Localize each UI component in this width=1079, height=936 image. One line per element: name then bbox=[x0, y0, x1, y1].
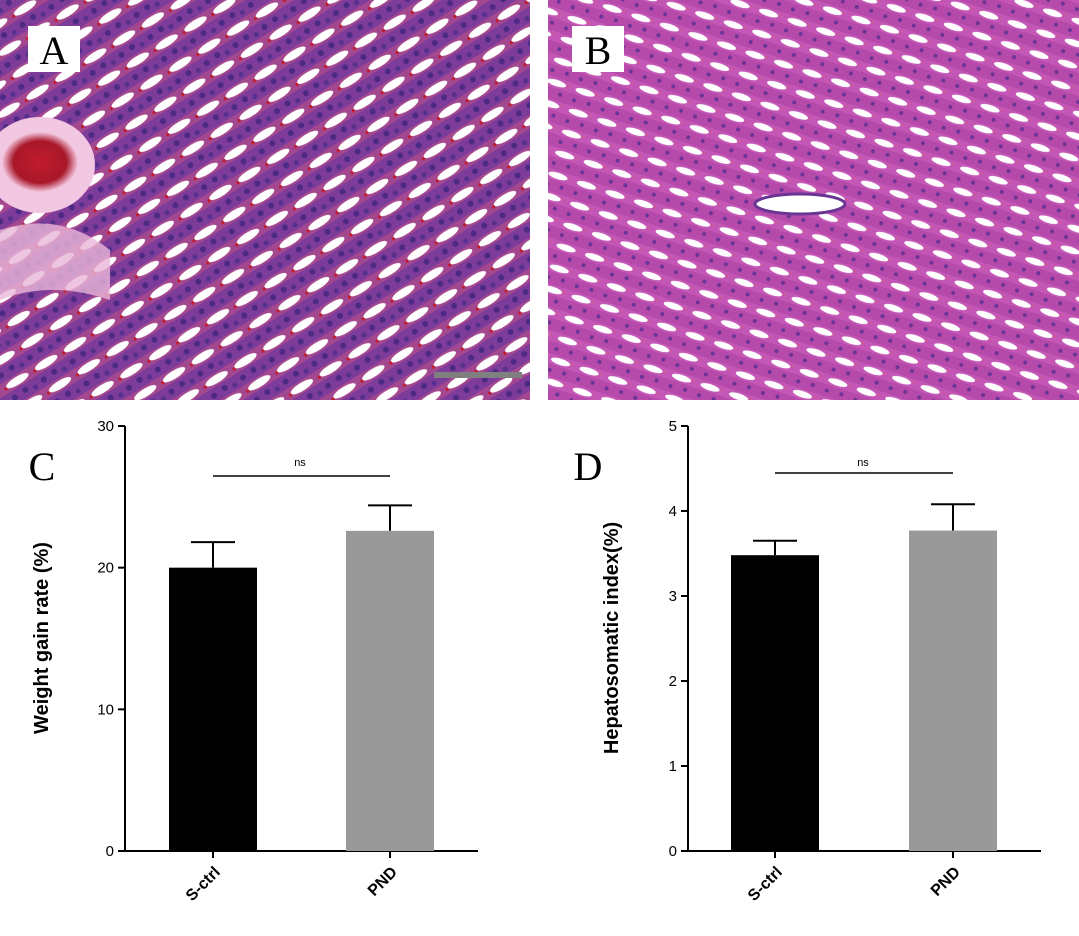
y-tick-label: 2 bbox=[669, 673, 677, 690]
chart-bars bbox=[731, 503, 997, 851]
x-tick-label: PND bbox=[928, 864, 964, 900]
y-tick-label: 30 bbox=[97, 418, 114, 435]
chart-bars bbox=[169, 504, 434, 851]
y-tick-label: 0 bbox=[106, 843, 114, 860]
bar-pnd bbox=[346, 530, 434, 851]
bar-s-ctrl bbox=[731, 555, 819, 851]
panel-c-letter: C bbox=[29, 444, 56, 489]
panel-a-label-box bbox=[28, 26, 80, 72]
panel-b-label-box bbox=[572, 26, 624, 72]
bar-chart-hepatosomatic-index: D Hepatosomatic index(%) 0 1 2 3 4 5 S-ctrl PND… bbox=[574, 418, 1041, 905]
significance-annotation: ns bbox=[775, 457, 953, 474]
panel-d-letter: D bbox=[574, 444, 603, 489]
bar-pnd bbox=[909, 530, 997, 851]
x-tick-label: PND bbox=[365, 864, 401, 900]
y-tick-label: 4 bbox=[669, 503, 677, 520]
y-tick-label: 10 bbox=[97, 701, 114, 718]
panel-a-letter: A bbox=[40, 28, 69, 73]
y-tick-label: 5 bbox=[669, 418, 677, 435]
x-tick-label: S-ctrl bbox=[745, 864, 786, 905]
bar-s-ctrl bbox=[169, 567, 257, 851]
portal-connective-tissue bbox=[0, 223, 110, 300]
y-tick-label: 1 bbox=[669, 758, 677, 775]
central-vein-blood bbox=[2, 132, 78, 192]
micrograph-panel-b: B bbox=[548, 0, 1079, 400]
central-vein bbox=[753, 192, 847, 216]
significance-label: ns bbox=[857, 457, 869, 469]
significance-label: ns bbox=[294, 457, 306, 469]
y-tick-label: 3 bbox=[669, 588, 677, 605]
y-axis-title: Hepatosomatic index(%) bbox=[601, 522, 623, 754]
y-tick-label: 0 bbox=[669, 843, 677, 860]
significance-annotation: ns bbox=[213, 457, 390, 477]
y-tick-label: 20 bbox=[97, 560, 114, 577]
x-tick-label: S-ctrl bbox=[183, 864, 224, 905]
scale-bar bbox=[434, 372, 522, 378]
micrograph-a-tissue bbox=[0, 0, 530, 400]
micrograph-panel-a: A bbox=[0, 0, 530, 400]
panel-b-letter: B bbox=[585, 28, 612, 73]
y-axis-title: Weight gain rate (%) bbox=[31, 542, 53, 734]
